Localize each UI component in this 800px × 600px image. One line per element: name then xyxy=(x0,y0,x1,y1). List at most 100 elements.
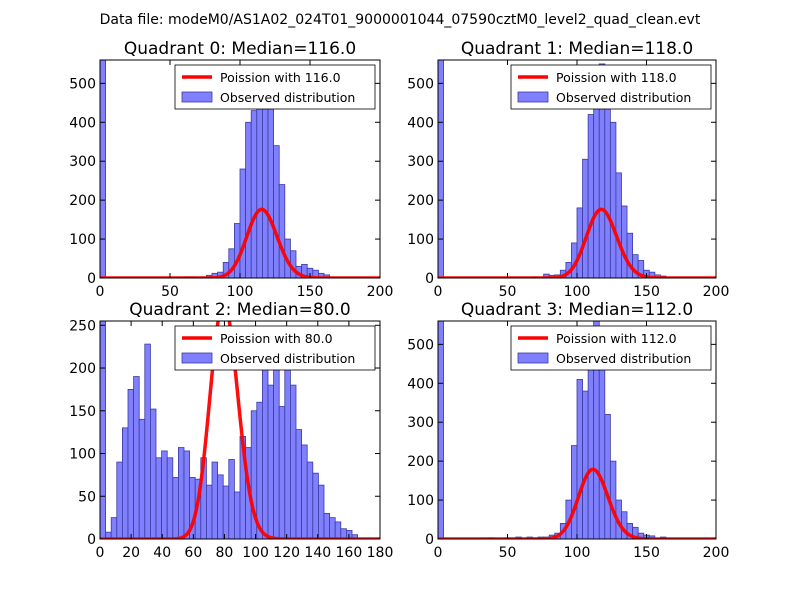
histogram-bar xyxy=(100,321,106,539)
x-tick-label: 60 xyxy=(184,545,202,561)
x-tick-label: 200 xyxy=(703,284,730,300)
histogram-bar xyxy=(301,444,308,539)
histogram-bar xyxy=(183,450,190,539)
x-tick-label: 180 xyxy=(367,545,394,561)
y-tick-label: 0 xyxy=(425,532,434,548)
histogram-bar xyxy=(228,459,235,539)
histogram-bars xyxy=(438,60,667,278)
histogram-bar xyxy=(239,168,246,278)
y-tick-label: 300 xyxy=(407,154,434,170)
histogram-bar xyxy=(267,384,274,539)
histogram-bar xyxy=(582,158,589,278)
quadrant-panel-0: 0 50 100 150 200 0 100 200 300 400 500 Quadrant 0: … xyxy=(69,39,393,300)
legend-label-observed: Observed distribution xyxy=(556,351,691,366)
x-tick-label: 0 xyxy=(96,284,105,300)
y-tick-label: 300 xyxy=(407,415,434,431)
histogram-bar xyxy=(598,365,606,539)
histogram-bar xyxy=(250,110,258,278)
x-tick-label: 150 xyxy=(633,284,660,300)
y-tick-label: 0 xyxy=(87,271,96,287)
histogram-bar xyxy=(233,223,241,278)
y-tick-label: 300 xyxy=(69,154,96,170)
y-tick-label: 200 xyxy=(407,454,434,470)
y-tick-label: 0 xyxy=(87,532,96,548)
x-tick-label: 80 xyxy=(216,545,234,561)
histogram-bar xyxy=(267,102,274,278)
histogram-bar xyxy=(100,60,106,278)
histogram-bar xyxy=(149,408,157,539)
histogram-bar xyxy=(278,184,286,278)
histogram-bar xyxy=(138,418,146,539)
histogram-bar xyxy=(329,517,336,539)
legend: Poission with 118.0 Observed distribution xyxy=(510,64,712,110)
histogram-bar xyxy=(626,232,633,278)
histogram-bar xyxy=(438,60,444,278)
histogram-bar xyxy=(155,457,162,539)
histogram-bar xyxy=(576,207,583,278)
x-tick-label: 100 xyxy=(227,284,254,300)
histogram-bar xyxy=(637,260,645,278)
histogram-bar xyxy=(289,384,297,539)
legend-label-fit: Poission with 112.0 xyxy=(556,331,677,346)
x-tick-label: 50 xyxy=(499,284,517,300)
x-tick-label: 150 xyxy=(633,545,660,561)
quadrant-panel-2: 0 20 40 60 80 100 120 140 160 180050100150200250Q… xyxy=(69,300,393,561)
x-tick-label: 140 xyxy=(304,545,331,561)
x-tick-label: 160 xyxy=(336,545,363,561)
y-tick-label: 100 xyxy=(407,493,434,509)
histogram-bar xyxy=(127,388,134,539)
y-tick-label: 100 xyxy=(69,447,96,463)
histogram-bar xyxy=(587,114,595,278)
x-tick-label: 0 xyxy=(434,284,443,300)
legend: Poission with 116.0 Observed distribution xyxy=(174,64,376,110)
legend-label-fit: Poission with 118.0 xyxy=(556,70,677,85)
legend-label-observed: Observed distribution xyxy=(220,351,355,366)
y-tick-label: 500 xyxy=(407,337,434,353)
legend-label-observed: Observed distribution xyxy=(220,90,355,105)
x-tick-label: 0 xyxy=(434,545,443,561)
histogram-bar xyxy=(211,461,218,539)
histogram-bar xyxy=(615,172,622,278)
x-tick-label: 0 xyxy=(96,545,105,561)
histogram-bar xyxy=(273,359,280,539)
histogram-bar xyxy=(609,460,617,539)
y-tick-label: 400 xyxy=(407,376,434,392)
histogram-bar xyxy=(116,461,123,539)
axes-frame xyxy=(99,320,381,540)
figure-suptitle: Data file: modeM0/AS1A02_024T01_90000010… xyxy=(100,12,701,28)
x-tick-label: 100 xyxy=(242,545,269,561)
legend-label-fit: Poission with 80.0 xyxy=(220,331,333,346)
histogram-bar xyxy=(571,445,578,539)
x-tick-label: 50 xyxy=(161,284,179,300)
histogram-bar xyxy=(133,376,140,539)
histogram-bar xyxy=(245,121,252,278)
panel-title: Quadrant 3: Median=112.0 xyxy=(461,300,693,320)
histogram-bar xyxy=(122,427,129,539)
histogram-bar xyxy=(593,84,600,278)
histogram-bar xyxy=(110,517,118,539)
x-tick-label: 100 xyxy=(564,545,591,561)
legend-label-observed: Observed distribution xyxy=(556,90,691,105)
y-tick-label: 200 xyxy=(69,361,96,377)
histogram-bar xyxy=(177,447,185,539)
histogram-bar xyxy=(604,414,611,539)
y-tick-label: 100 xyxy=(69,232,96,248)
y-tick-label: 500 xyxy=(407,76,434,92)
poisson-fit-line xyxy=(100,207,380,278)
y-tick-label: 150 xyxy=(69,404,96,420)
y-tick-label: 50 xyxy=(78,489,96,505)
histogram-bar xyxy=(233,491,241,539)
legend-bar-swatch xyxy=(517,352,549,364)
x-tick-label: 50 xyxy=(499,545,517,561)
histogram-bar xyxy=(609,121,617,278)
histogram-bar xyxy=(317,484,325,539)
x-tick-label: 200 xyxy=(367,284,394,300)
x-tick-label: 200 xyxy=(703,545,730,561)
histogram-bar xyxy=(222,485,230,539)
histogram-bar xyxy=(604,98,611,278)
legend-bar-swatch xyxy=(181,91,213,103)
histogram-bar xyxy=(166,457,174,539)
histogram-bar xyxy=(312,472,319,539)
legend-bar-swatch xyxy=(181,352,213,364)
y-tick-label: 200 xyxy=(407,193,434,209)
